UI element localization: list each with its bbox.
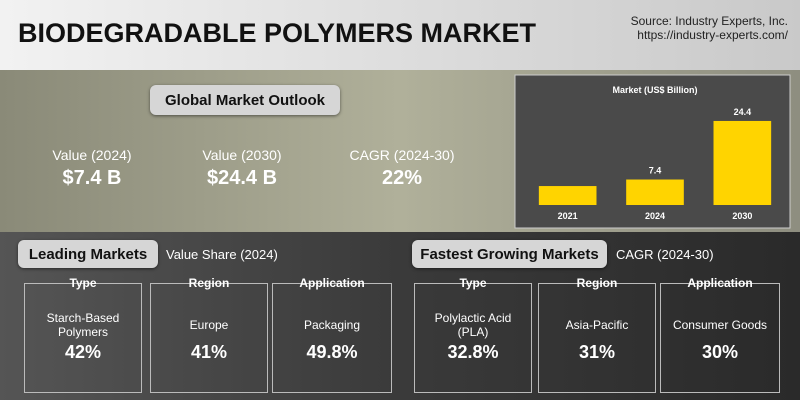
- card-name: Europe: [189, 318, 229, 332]
- card-label: Region: [576, 276, 618, 290]
- card-name: Asia-Pacific: [565, 318, 629, 332]
- card-label: Type: [69, 276, 97, 290]
- bar: [538, 186, 597, 205]
- stat-label: Value (2024): [52, 147, 132, 163]
- card-value: 42%: [64, 342, 102, 362]
- market-card: Region Europe 41%: [150, 276, 268, 393]
- value-label: 7.4: [649, 166, 662, 176]
- x-tick-label: 2030: [732, 211, 752, 221]
- stat: CAGR (2024-30) 22%: [337, 147, 467, 190]
- title: BIODEGRADABLE POLYMERS MARKET: [18, 18, 537, 48]
- card-value: 32.8%: [447, 342, 499, 362]
- leading-subtitle: Value Share (2024): [166, 247, 278, 262]
- card-value: 30%: [701, 342, 739, 362]
- stat-value: $7.4 B: [62, 167, 122, 189]
- card-name: Packaging: [303, 318, 361, 332]
- stat-value: 22%: [381, 167, 423, 189]
- source-text: Source: Industry Experts, Inc.: [630, 14, 788, 28]
- card-value: 31%: [578, 342, 616, 362]
- source: Source: Industry Experts, Inc. https://in…: [631, 14, 788, 42]
- fastest-title: Fastest Growing Markets: [412, 240, 607, 268]
- stat: Value (2030) $24.4 B: [177, 147, 307, 190]
- market-card: Type Polylactic Acid (PLA) 32.8%: [414, 276, 532, 393]
- stat-label: CAGR (2024-30): [349, 147, 455, 163]
- x-tick-label: 2024: [645, 211, 665, 221]
- card-name: Consumer Goods: [672, 318, 768, 332]
- bar: [713, 120, 772, 205]
- card-value: 41%: [190, 342, 228, 362]
- fastest-subtitle: CAGR (2024-30): [616, 247, 714, 262]
- market-card: Application Consumer Goods 30%: [660, 276, 780, 393]
- chart-title: Market (US$ Billion): [612, 85, 697, 95]
- card-label: Type: [459, 276, 487, 290]
- stat: Value (2024) $7.4 B: [27, 147, 157, 190]
- source-url: https://industry-experts.com/: [637, 28, 788, 42]
- stat-label: Value (2030): [202, 147, 282, 163]
- outlook-title: Global Market Outlook: [150, 85, 340, 115]
- stat-value: $24.4 B: [206, 167, 278, 189]
- leading-title: Leading Markets: [18, 240, 158, 268]
- card-label: Application: [299, 276, 365, 290]
- card-label: Application: [687, 276, 753, 290]
- market-card: Type Starch-Based Polymers 42%: [24, 276, 142, 393]
- market-card: Region Asia-Pacific 31%: [538, 276, 656, 393]
- x-tick-label: 2021: [558, 211, 578, 221]
- market-card: Application Packaging 49.8%: [272, 276, 392, 393]
- card-label: Region: [188, 276, 230, 290]
- bar: [626, 179, 684, 205]
- card-name: Polylactic Acid (PLA): [434, 311, 512, 339]
- card-name: Starch-Based Polymers: [46, 311, 120, 339]
- card-value: 49.8%: [306, 342, 358, 362]
- value-label: 24.4: [734, 107, 752, 117]
